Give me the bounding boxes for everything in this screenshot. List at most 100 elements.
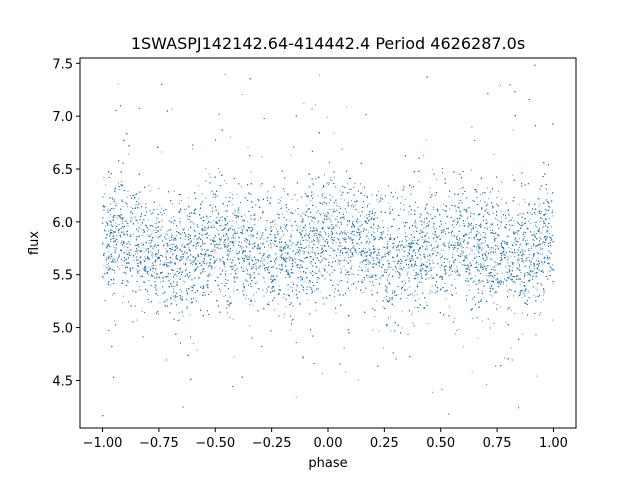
data-point	[149, 270, 151, 272]
data-point	[513, 252, 515, 254]
data-point	[219, 171, 220, 173]
data-point	[267, 250, 269, 252]
data-point	[204, 255, 206, 257]
data-point	[198, 245, 199, 247]
data-point	[248, 241, 250, 243]
data-point	[285, 306, 287, 308]
data-point	[219, 240, 221, 242]
data-point	[496, 304, 498, 305]
data-point	[116, 241, 118, 243]
data-point	[498, 263, 500, 264]
data-point	[413, 270, 415, 272]
data-point	[496, 262, 498, 264]
data-point	[274, 263, 276, 265]
data-point	[386, 247, 388, 249]
data-point	[485, 274, 487, 276]
data-point	[405, 238, 406, 240]
data-point	[208, 221, 210, 223]
data-point	[499, 282, 501, 284]
data-point	[207, 256, 209, 258]
data-point	[155, 265, 157, 267]
data-point	[229, 248, 231, 250]
data-point	[208, 173, 210, 175]
data-point	[540, 282, 542, 284]
data-point	[163, 210, 164, 211]
data-point	[488, 253, 489, 255]
data-point	[378, 260, 380, 262]
data-point	[407, 271, 409, 273]
data-point	[184, 245, 186, 247]
data-point	[141, 235, 143, 236]
data-point	[366, 254, 368, 256]
data-point	[227, 235, 228, 237]
data-point	[387, 234, 388, 235]
data-point	[473, 238, 475, 240]
data-point	[163, 212, 165, 214]
data-point	[461, 264, 463, 266]
data-point	[316, 240, 318, 242]
data-point	[113, 247, 115, 249]
data-point	[314, 290, 316, 292]
data-point	[522, 289, 524, 291]
data-point	[262, 275, 264, 277]
data-point	[118, 231, 120, 233]
data-point	[174, 264, 176, 265]
data-point	[366, 206, 368, 208]
data-point	[322, 237, 324, 239]
data-point	[536, 230, 538, 232]
data-point	[273, 226, 275, 228]
data-point	[294, 252, 296, 254]
data-point	[485, 250, 487, 252]
data-point	[373, 238, 375, 240]
data-point	[409, 260, 411, 262]
data-point	[177, 267, 179, 269]
data-point	[243, 283, 245, 285]
data-point	[378, 191, 380, 192]
data-point	[331, 209, 333, 210]
data-point	[346, 224, 348, 225]
data-point	[349, 221, 351, 223]
data-point	[159, 281, 161, 283]
data-point	[347, 220, 349, 222]
data-point	[444, 230, 446, 232]
data-point	[243, 260, 244, 261]
data-point	[462, 239, 464, 241]
data-point	[160, 273, 162, 275]
data-point	[425, 204, 427, 206]
data-point	[280, 226, 282, 228]
data-point	[471, 237, 473, 239]
data-point	[253, 246, 255, 248]
data-point	[156, 208, 158, 210]
data-point	[340, 198, 342, 200]
data-point	[394, 294, 396, 296]
data-point	[238, 209, 240, 211]
data-point	[309, 262, 311, 264]
data-point	[145, 224, 147, 226]
data-point	[206, 253, 208, 255]
data-point	[505, 254, 507, 256]
data-point	[428, 254, 430, 256]
data-point	[537, 257, 539, 259]
data-point	[304, 230, 306, 232]
data-point	[551, 319, 553, 321]
data-point	[382, 230, 384, 232]
data-point	[171, 203, 173, 204]
data-point	[342, 216, 344, 218]
data-point	[394, 330, 396, 332]
data-point	[130, 206, 132, 208]
data-point	[248, 235, 250, 237]
data-point	[530, 246, 532, 248]
data-point	[103, 265, 105, 266]
data-point	[188, 247, 190, 249]
data-point	[495, 217, 496, 219]
data-point	[230, 258, 231, 260]
data-point	[495, 249, 496, 250]
data-point	[446, 215, 448, 217]
data-point	[411, 266, 413, 268]
data-point	[289, 286, 291, 288]
data-point	[387, 228, 389, 230]
data-point	[166, 276, 168, 278]
data-point	[137, 264, 138, 266]
data-point	[478, 240, 480, 242]
data-point	[524, 240, 526, 242]
